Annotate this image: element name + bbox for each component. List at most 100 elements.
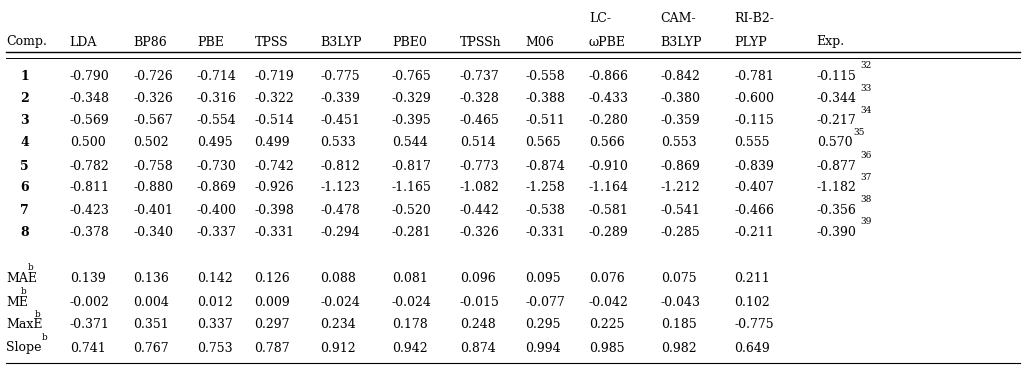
Text: -0.401: -0.401 [133, 203, 173, 217]
Text: b: b [35, 310, 41, 319]
Text: -0.554: -0.554 [197, 115, 237, 127]
Text: b: b [22, 287, 27, 296]
Text: -0.541: -0.541 [661, 203, 701, 217]
Text: -0.115: -0.115 [817, 69, 857, 83]
Text: -0.390: -0.390 [817, 225, 857, 239]
Text: 0.555: 0.555 [735, 137, 771, 149]
Text: -0.737: -0.737 [460, 69, 500, 83]
Text: 0.234: 0.234 [320, 318, 356, 332]
Text: 0.565: 0.565 [525, 137, 561, 149]
Text: -1.082: -1.082 [460, 181, 500, 195]
Text: 33: 33 [861, 84, 872, 93]
Text: -0.388: -0.388 [525, 93, 565, 105]
Text: -1.182: -1.182 [817, 181, 857, 195]
Text: MaxE: MaxE [6, 318, 43, 332]
Text: -0.478: -0.478 [320, 203, 360, 217]
Text: 0.009: 0.009 [254, 296, 290, 308]
Text: 0.985: 0.985 [589, 342, 625, 354]
Text: 0.533: 0.533 [320, 137, 356, 149]
Text: -0.326: -0.326 [460, 225, 500, 239]
Text: -0.115: -0.115 [735, 115, 775, 127]
Text: -0.538: -0.538 [525, 203, 565, 217]
Text: 0.514: 0.514 [460, 137, 496, 149]
Text: -0.348: -0.348 [70, 93, 110, 105]
Text: -0.002: -0.002 [70, 296, 110, 308]
Text: 0.295: 0.295 [525, 318, 561, 332]
Text: -0.782: -0.782 [70, 159, 110, 173]
Text: -0.511: -0.511 [525, 115, 565, 127]
Text: 39: 39 [861, 217, 872, 226]
Text: 0.096: 0.096 [460, 271, 496, 284]
Text: 8: 8 [21, 225, 29, 239]
Text: -0.558: -0.558 [525, 69, 565, 83]
Text: 0.248: 0.248 [460, 318, 496, 332]
Text: B3LYP: B3LYP [661, 36, 702, 49]
Text: -0.423: -0.423 [70, 203, 110, 217]
Text: 0.012: 0.012 [197, 296, 233, 308]
Text: 32: 32 [861, 61, 872, 70]
Text: PBE0: PBE0 [392, 36, 427, 49]
Text: -0.775: -0.775 [735, 318, 775, 332]
Text: PLYP: PLYP [735, 36, 767, 49]
Text: M06: M06 [525, 36, 554, 49]
Text: CAM-: CAM- [661, 12, 697, 24]
Text: 0.178: 0.178 [392, 318, 428, 332]
Text: -0.714: -0.714 [197, 69, 237, 83]
Text: 0.351: 0.351 [133, 318, 169, 332]
Text: LC-: LC- [589, 12, 610, 24]
Text: -0.380: -0.380 [661, 93, 701, 105]
Text: 0.912: 0.912 [320, 342, 356, 354]
Text: -0.874: -0.874 [525, 159, 565, 173]
Text: -0.726: -0.726 [133, 69, 173, 83]
Text: -0.378: -0.378 [70, 225, 110, 239]
Text: 2: 2 [21, 93, 29, 105]
Text: 0.495: 0.495 [197, 137, 233, 149]
Text: -0.316: -0.316 [197, 93, 237, 105]
Text: -1.123: -1.123 [320, 181, 360, 195]
Text: 7: 7 [21, 203, 29, 217]
Text: -0.024: -0.024 [392, 296, 432, 308]
Text: 0.185: 0.185 [661, 318, 697, 332]
Text: 5: 5 [21, 159, 29, 173]
Text: 0.126: 0.126 [254, 271, 290, 284]
Text: 0.225: 0.225 [589, 318, 625, 332]
Text: 36: 36 [861, 151, 872, 160]
Text: 4: 4 [21, 137, 29, 149]
Text: -0.758: -0.758 [133, 159, 173, 173]
Text: -0.880: -0.880 [133, 181, 173, 195]
Text: 0.553: 0.553 [661, 137, 697, 149]
Text: -0.514: -0.514 [254, 115, 294, 127]
Text: -0.326: -0.326 [133, 93, 173, 105]
Text: B3LYP: B3LYP [320, 36, 361, 49]
Text: 0.297: 0.297 [254, 318, 290, 332]
Text: PBE: PBE [197, 36, 224, 49]
Text: -0.395: -0.395 [392, 115, 432, 127]
Text: -0.869: -0.869 [661, 159, 701, 173]
Text: -0.790: -0.790 [70, 69, 110, 83]
Text: -0.015: -0.015 [460, 296, 500, 308]
Text: 0.337: 0.337 [197, 318, 233, 332]
Text: -1.258: -1.258 [525, 181, 565, 195]
Text: -0.043: -0.043 [661, 296, 701, 308]
Text: 0.544: 0.544 [392, 137, 428, 149]
Text: TPSSh: TPSSh [460, 36, 502, 49]
Text: ME: ME [6, 296, 28, 308]
Text: 1: 1 [21, 69, 29, 83]
Text: 0.088: 0.088 [320, 271, 356, 284]
Text: 38: 38 [861, 195, 872, 204]
Text: 34: 34 [861, 106, 872, 115]
Text: -0.451: -0.451 [320, 115, 360, 127]
Text: -0.359: -0.359 [661, 115, 701, 127]
Text: Comp.: Comp. [6, 36, 47, 49]
Text: 0.499: 0.499 [254, 137, 290, 149]
Text: Slope: Slope [6, 342, 42, 354]
Text: 0.081: 0.081 [392, 271, 428, 284]
Text: -0.839: -0.839 [735, 159, 775, 173]
Text: -0.765: -0.765 [392, 69, 432, 83]
Text: 0.649: 0.649 [735, 342, 771, 354]
Text: 0.982: 0.982 [661, 342, 697, 354]
Text: -0.842: -0.842 [661, 69, 701, 83]
Text: 0.874: 0.874 [460, 342, 496, 354]
Text: 0.076: 0.076 [589, 271, 625, 284]
Text: -0.024: -0.024 [320, 296, 360, 308]
